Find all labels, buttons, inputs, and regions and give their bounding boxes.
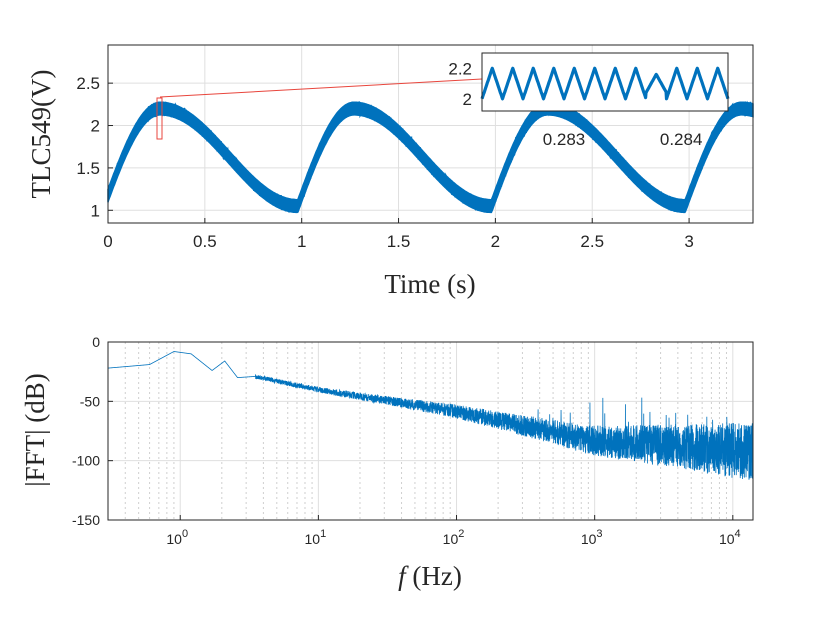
top-ylabel: TLC549(V) — [26, 70, 56, 199]
bottom-xtick-label: 101 — [305, 528, 327, 547]
bottom-xlabel-unit: (Hz) — [406, 561, 462, 591]
bottom-ytick-label: -100 — [72, 453, 100, 469]
fft-chart: 100 101 102 103 104 0 -50 -100 -150 f (Hz) |FFT… — [20, 334, 754, 591]
top-xtick-label: 3 — [684, 232, 693, 251]
bottom-y-ticks: 0 -50 -100 -150 — [72, 334, 113, 528]
bottom-ylabel: |FFT| (dB) — [20, 373, 50, 487]
bottom-xlabel: f (Hz) — [398, 561, 462, 591]
bottom-xtick-label: 104 — [719, 528, 741, 547]
bottom-xtick-label: 100 — [166, 528, 188, 547]
top-xtick-label: 2.5 — [580, 232, 604, 251]
top-ytick-label: 2 — [91, 117, 100, 136]
inset-background — [482, 53, 728, 111]
bottom-x-ticks: 100 101 102 103 104 — [166, 515, 741, 547]
inset-chart: 0.283 0.284 22.2 — [448, 52, 730, 149]
inset-xtick-label: 0.284 — [660, 130, 703, 149]
bottom-ytick-label: 0 — [92, 334, 100, 350]
inset-ytick-label: 2.2 — [448, 59, 472, 78]
top-xtick-label: 0 — [103, 232, 112, 251]
top-xtick-label: 1.5 — [387, 232, 411, 251]
inset-series — [480, 66, 730, 101]
top-ytick-label: 1 — [91, 201, 100, 220]
top-y-ticks: 1 1.5 2 2.5 — [76, 74, 113, 220]
top-ytick-label: 2.5 — [76, 74, 100, 93]
time-series-chart: 0 0.5 1 1.5 2 2.5 3 1 1.5 2 2.5 Time (s) TLC549(V… — [26, 44, 754, 299]
top-x-ticks: 0 0.5 1 1.5 2 2.5 3 — [103, 218, 694, 251]
inset-x-ticks: 0.283 0.284 — [543, 130, 703, 149]
top-axes-frame — [107, 44, 754, 224]
top-xlabel: Time (s) — [384, 269, 475, 299]
bottom-series — [107, 351, 754, 480]
bottom-axes-frame — [107, 341, 754, 521]
top-ytick-label: 1.5 — [76, 159, 100, 178]
top-signal-line — [107, 100, 754, 213]
bottom-xtick-label: 102 — [443, 528, 465, 547]
inset-xtick-label: 0.283 — [543, 130, 586, 149]
top-xtick-label: 2 — [491, 232, 500, 251]
bottom-ytick-label: -50 — [80, 393, 100, 409]
zoom-connector-line — [159, 78, 483, 98]
top-xtick-label: 0.5 — [193, 232, 217, 251]
top-xtick-label: 1 — [297, 232, 306, 251]
bottom-xlabel-var: f — [398, 561, 409, 591]
inset-ytick-label: 2 — [463, 90, 472, 109]
inset-signal-line — [480, 66, 730, 101]
inset-y-ticks: 22.2 — [448, 59, 472, 109]
bottom-ytick-label: -150 — [72, 512, 100, 528]
inset-frame — [481, 52, 729, 112]
bottom-xtick-label: 103 — [581, 528, 603, 547]
zoom-box — [156, 97, 163, 140]
fft-line — [107, 351, 754, 480]
